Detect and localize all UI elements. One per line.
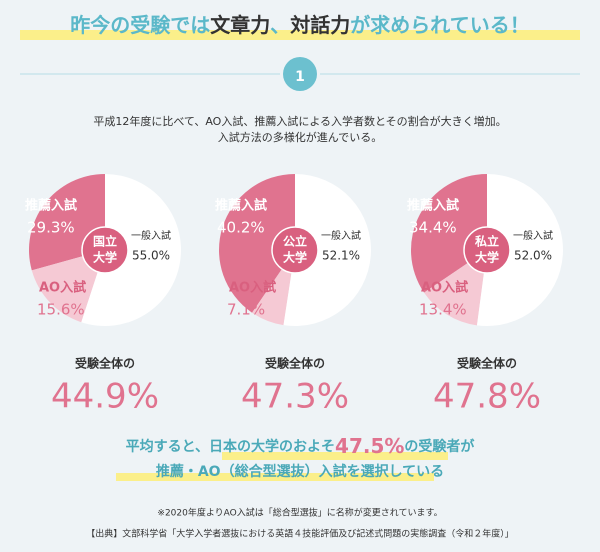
slice-value: 29.3% [27, 219, 75, 237]
slice-label: AO入試 [421, 280, 468, 296]
footnote: ※2020年度よりAO入試は「総合型選抜」に名称が変更されています。 [157, 507, 442, 519]
title-part: 、 [270, 13, 290, 37]
slice-label: 一般入試 [321, 229, 361, 242]
summary-value: 47.5% [335, 434, 404, 458]
description: 平成12年度に比べて、AO入試、推薦入試による入学者数とその割合が大きく増加。 [93, 114, 506, 128]
summary-highlight [222, 452, 448, 460]
slice-value: 15.6% [37, 301, 85, 319]
slice-value: 52.1% [322, 249, 360, 263]
title-part: が求められている！ [350, 13, 529, 37]
pie-charts: 推薦入試29.3%AO入試15.6%一般入試55.0%国立大学受験全体の44.9… [25, 174, 564, 417]
center-label: 大学 [93, 250, 117, 265]
title-highlight [20, 30, 580, 40]
summary-text: の受験者が [404, 438, 475, 455]
total-value: 47.8% [433, 377, 541, 417]
pie-slice [31, 250, 105, 323]
slice-label: 一般入試 [513, 229, 553, 242]
slice-label: 推薦入試 [215, 198, 267, 214]
pie-slice [81, 174, 182, 326]
slice-value: 55.0% [132, 249, 170, 263]
pie-slice [411, 174, 487, 293]
slice-value: 40.2% [217, 219, 265, 237]
title-part: 対話力 [289, 13, 350, 37]
total-value: 47.3% [241, 377, 349, 417]
center-badge [463, 226, 511, 274]
slice-label: 一般入試 [131, 229, 171, 242]
slice-value: 52.0% [514, 249, 552, 263]
title: 昨今の受験では文章力、対話力が求められている！ [70, 13, 529, 37]
title-part: 文章力 [210, 13, 270, 37]
center-badge [81, 226, 129, 274]
total-label: 受験全体の [457, 356, 517, 371]
badge [283, 57, 317, 91]
description: 入試方法の多様化が進んでいる。 [218, 130, 382, 144]
pie-slice [283, 174, 371, 326]
slice-label: AO入試 [39, 280, 86, 296]
total-value: 44.9% [51, 377, 159, 417]
total-label: 受験全体の [265, 356, 325, 371]
center-label: 国立 [93, 234, 117, 249]
slice-label: AO入試 [229, 280, 276, 296]
summary-text: 平均すると、日本の大学のおよそ [126, 438, 335, 455]
slice-value: 7.1% [227, 301, 265, 319]
summary-highlight [116, 473, 434, 481]
center-label: 大学 [283, 250, 307, 265]
footnote: 【出典】文部科学省「大学入学者選抜における英語４技能評価及び記述式問題の実態調査… [86, 528, 514, 540]
total-label: 受験全体の [75, 356, 135, 371]
title-part: 昨今の受験では [70, 13, 210, 37]
center-badge [271, 226, 319, 274]
pie-slice [476, 174, 564, 327]
badge-number: 1 [295, 69, 305, 85]
summary-line: 推薦・AO（総合型選抜）入試を選択している [156, 463, 444, 480]
slice-value: 34.4% [409, 219, 457, 237]
pie-slice [219, 174, 295, 313]
summary-line: 平均すると、日本の大学のおよそ47.5%の受験者が [126, 434, 476, 458]
slice-value: 13.4% [419, 301, 467, 319]
center-label: 大学 [475, 250, 499, 265]
slice-label: 推薦入試 [25, 198, 77, 214]
center-label: 私立 [474, 234, 499, 249]
pie-slice [424, 250, 487, 326]
slice-label: 推薦入試 [407, 198, 459, 214]
center-label: 公立 [283, 234, 307, 249]
